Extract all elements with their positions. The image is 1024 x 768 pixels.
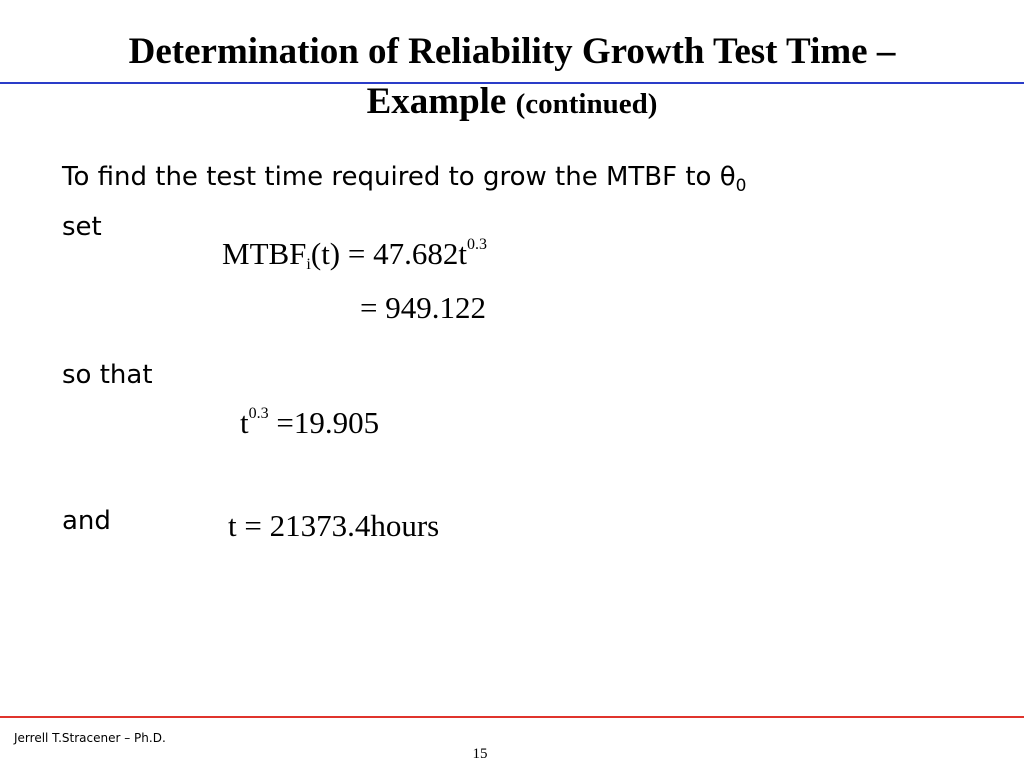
slide-title-line1: Determination of Reliability Growth Test… [128, 31, 896, 72]
intro-text: To find the test time required to grow t… [62, 162, 736, 192]
equation-t-result: t = 21373.4hours [228, 508, 440, 543]
set-label: set [62, 212, 102, 242]
eq3-exponent: 0.3 [248, 405, 269, 422]
eq3-rhs: =19.905 [268, 405, 380, 440]
theta-subscript: 0 [735, 176, 747, 196]
title-continued: (continued) [515, 88, 658, 120]
eq1-lhs-subscript: i [306, 256, 311, 273]
title-main-word: Example [366, 81, 507, 122]
eq3-base: t [240, 405, 249, 440]
so-that-label: so that [62, 360, 153, 390]
and-label: and [62, 506, 111, 536]
equation-mtbf-value: = 949.122 [360, 290, 486, 325]
eq1-exponent: 0.3 [466, 236, 487, 253]
intro-sentence: To find the test time required to grow t… [62, 162, 746, 196]
eq1-lhs: MTBF [222, 236, 307, 271]
equation-t-power: t0.3 =19.905 [240, 405, 379, 441]
page-number: 15 [472, 746, 488, 762]
equation-mtbf: MTBFi(t) = 47.682t0.3 [222, 236, 487, 274]
eq1-argument: (t) = 47.682t [310, 236, 467, 271]
footer-author: Jerrell T.Stracener – Ph.D. [14, 731, 166, 745]
title-divider-blue [0, 82, 1024, 84]
slide-title-line2: Example (continued) [0, 80, 1024, 123]
footer-divider-red [0, 716, 1024, 718]
